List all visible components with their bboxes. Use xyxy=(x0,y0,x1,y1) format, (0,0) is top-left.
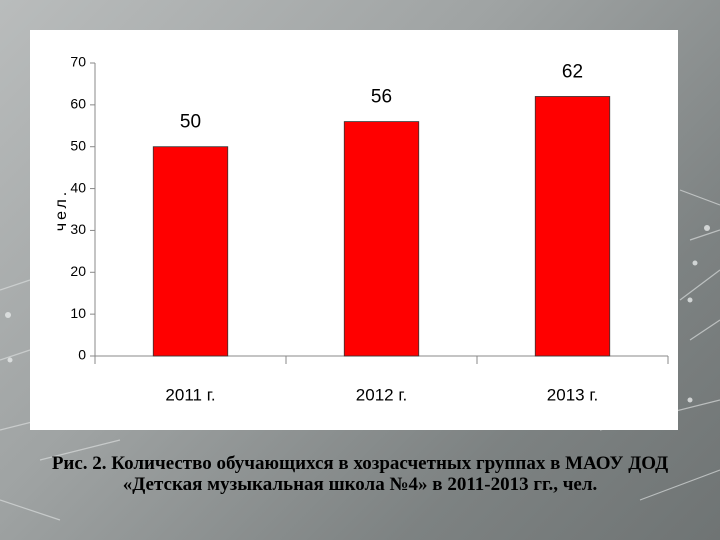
value-label: 62 xyxy=(562,62,583,83)
x-tick-label: 2013 г. xyxy=(547,385,598,404)
x-tick-label: 2011 г. xyxy=(165,385,215,404)
y-axis-label: чел. xyxy=(53,189,70,231)
y-tick-label: 40 xyxy=(70,179,86,195)
value-label: 56 xyxy=(371,87,392,108)
y-tick-label: 30 xyxy=(70,221,86,237)
y-tick-label: 20 xyxy=(70,263,86,279)
value-label: 50 xyxy=(180,112,201,133)
y-tick-label: 0 xyxy=(78,347,86,363)
y-tick-label: 10 xyxy=(70,305,86,321)
x-tick-label: 2012 г. xyxy=(356,385,407,404)
caption: Рис. 2. Количество обучающихся в хозрасч… xyxy=(51,453,669,495)
bar xyxy=(534,96,611,357)
y-tick-label: 60 xyxy=(70,96,86,112)
bar xyxy=(343,121,420,357)
y-tick-label: 70 xyxy=(70,54,86,70)
bar xyxy=(152,146,229,357)
y-tick-label: 50 xyxy=(70,137,86,153)
